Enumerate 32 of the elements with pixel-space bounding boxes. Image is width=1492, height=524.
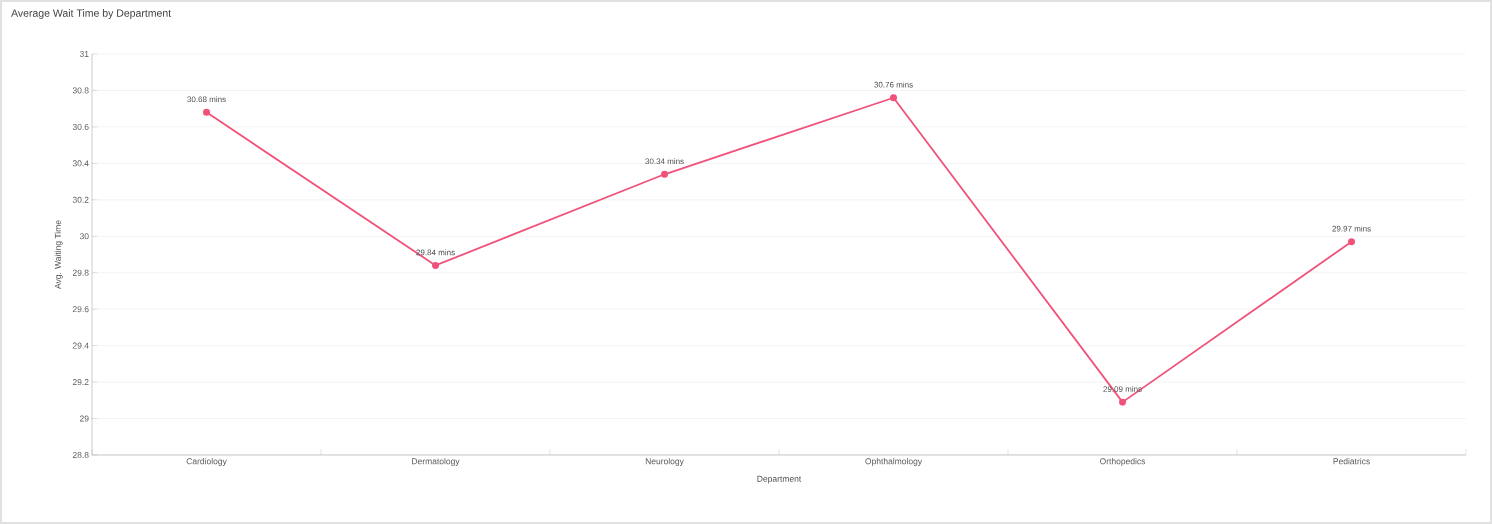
- y-tick-label: 29: [79, 415, 89, 422]
- x-tick-label: Cardiology: [186, 458, 227, 466]
- data-label: 30.68 mins: [187, 96, 226, 103]
- data-label: 29.84 mins: [416, 249, 455, 256]
- y-tick-label: 30.2: [72, 196, 89, 203]
- x-axis-title: Department: [757, 475, 802, 484]
- y-tick-label: 28.8: [72, 451, 89, 458]
- data-label: 30.76 mins: [874, 81, 913, 88]
- point: [432, 261, 440, 269]
- data-label: 30.34 mins: [645, 158, 684, 165]
- y-axis-title: Avg. Waiting Time: [54, 220, 63, 289]
- y-tick-label: 30.6: [72, 123, 89, 130]
- point: [661, 170, 669, 178]
- y-tick-label: 30.4: [72, 160, 89, 167]
- x-tick-label: Orthopedics: [1100, 458, 1146, 466]
- x-tick-label: Neurology: [645, 458, 684, 466]
- x-tick-label: Pediatrics: [1333, 458, 1370, 465]
- y-tick-label: 29.4: [72, 342, 89, 349]
- x-tick-label: Ophthalmology: [865, 458, 923, 466]
- y-tick-label: 29.8: [72, 269, 89, 276]
- y-tick-label: 30: [79, 233, 89, 240]
- y-tick-label: 31: [79, 50, 89, 57]
- y-tick-label: 30.8: [72, 87, 89, 94]
- point: [1348, 238, 1356, 246]
- point: [203, 108, 211, 116]
- point: [890, 94, 898, 102]
- y-tick-label: 29.6: [72, 306, 89, 313]
- point: [1119, 398, 1127, 406]
- y-tick-label: 29.2: [72, 379, 89, 386]
- data-label: 29.97 mins: [1332, 225, 1371, 232]
- chart-title: Average Wait Time by Department: [11, 9, 172, 19]
- x-tick-label: Dermatology: [412, 458, 460, 466]
